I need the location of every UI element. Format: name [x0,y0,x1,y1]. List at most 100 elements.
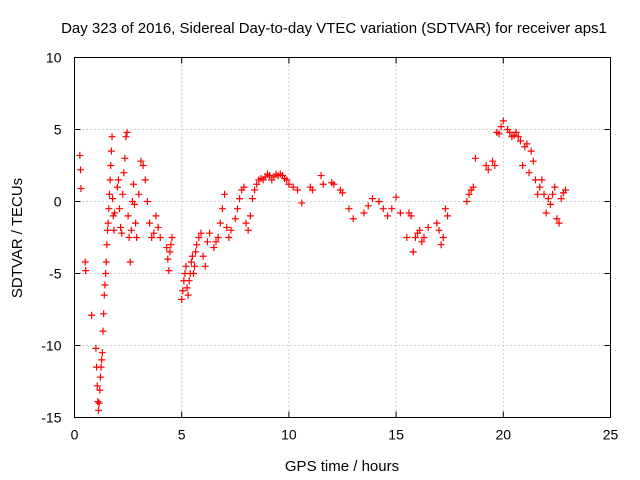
data-point [441,205,449,213]
data-point [349,215,357,223]
data-point [553,215,561,223]
data-point [214,234,222,241]
data-point [388,205,396,213]
data-point [184,291,192,299]
data-point [484,166,492,174]
data-point [111,209,119,217]
data-point [482,162,490,169]
data-point [118,229,126,237]
data-point [201,262,209,270]
data-point [146,219,154,227]
data-point [506,128,514,136]
data-point [141,176,149,184]
data-point [131,200,139,208]
data-point [76,151,84,159]
data-point [392,193,400,201]
data-point [536,183,544,191]
x-tick-label: 10 [281,427,297,443]
data-point [525,169,533,177]
data-point [94,398,102,406]
data-point [77,185,85,193]
data-point [95,406,103,414]
data-point [223,223,231,231]
data-point [88,311,96,319]
data-point [139,162,147,169]
data-point [542,209,550,217]
data-point [113,183,121,191]
data-point [424,223,432,231]
data-point [557,195,565,203]
data-point [465,190,473,198]
data-point [125,234,133,241]
data-point [156,234,164,241]
data-point [168,234,176,241]
data-point [107,147,115,155]
data-point [117,223,125,231]
data-point [183,284,191,292]
data-point [407,212,415,220]
data-point [298,199,306,207]
data-point [104,219,112,227]
x-tick-label: 5 [178,427,186,443]
data-point [369,195,377,203]
data-point [293,186,301,194]
data-point [195,234,203,241]
data-point [540,190,548,198]
data-point [523,140,531,148]
data-point [129,180,137,188]
data-point [551,183,559,191]
data-point [231,215,239,223]
data-point [345,205,353,213]
data-point [123,128,131,136]
data-point [102,258,110,266]
data-point [546,200,554,208]
data-point [544,195,552,203]
x-tick-label: 25 [603,427,619,443]
y-axis-label: SDTVAR / TECUs [9,178,26,298]
data-point [165,267,173,275]
data-point [439,234,447,241]
data-point [555,219,563,227]
data-point [96,386,104,394]
data-point [527,147,535,155]
data-point [95,399,103,407]
data-point [416,226,424,234]
data-point [100,291,108,299]
data-point [212,238,220,246]
data-point [246,212,254,220]
data-point [109,195,117,203]
data-point [225,234,233,241]
data-point [191,262,199,270]
data-point [82,267,90,275]
data-point [108,133,116,141]
y-tick-label: -15 [41,410,61,426]
data-point [285,180,293,188]
data-point [199,252,207,260]
data-point [242,219,250,227]
data-point [193,241,201,249]
data-point [216,219,224,227]
data-point [182,262,190,270]
data-point [203,238,211,246]
data-point [114,176,122,184]
data-point [167,241,175,249]
data-point [197,229,205,237]
data-point [92,344,100,352]
data-point [384,212,392,220]
data-point [189,270,197,277]
data-point [105,205,113,213]
data-points [76,117,569,414]
data-point [150,229,158,237]
data-point [283,176,291,184]
data-point [164,255,172,263]
data-point [319,180,327,188]
data-point [133,234,141,241]
data-point [308,186,316,194]
data-point [471,154,479,162]
data-point [163,244,171,252]
data-point [127,226,135,234]
y-tick-label: -5 [49,266,62,282]
data-point [121,154,129,162]
data-point [251,186,259,194]
